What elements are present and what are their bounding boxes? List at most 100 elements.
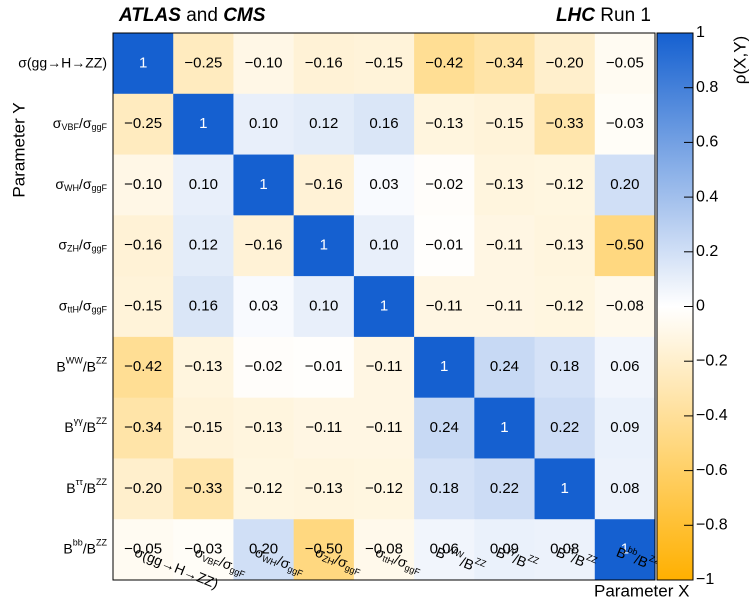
cell <box>113 458 174 520</box>
cell-label: −0.11 <box>486 237 523 254</box>
label-part: σ <box>58 236 67 252</box>
colorbar-tick-label: 0 <box>696 298 705 315</box>
cell-label: −0.25 <box>124 115 162 132</box>
cell-label: −0.34 <box>485 54 523 71</box>
label-part: /B <box>569 550 587 570</box>
cell-label: 0.12 <box>189 237 218 254</box>
cell <box>474 33 536 95</box>
cell-label: 1 <box>440 358 448 375</box>
cell <box>474 93 536 156</box>
cell <box>594 33 656 95</box>
cell <box>534 397 596 459</box>
cell-label: −0.11 <box>366 358 403 375</box>
cell-label: −0.12 <box>245 480 283 497</box>
cell-label: −0.15 <box>485 115 523 132</box>
cell <box>233 519 295 581</box>
cell-label: −0.15 <box>184 419 222 436</box>
cell <box>534 215 596 277</box>
cell-label: 0.22 <box>550 419 579 436</box>
cell <box>414 215 475 277</box>
cell-label: −0.34 <box>124 419 162 436</box>
cell <box>594 336 656 399</box>
plot-frame <box>112 32 656 581</box>
title-part: ATLAS <box>118 5 181 26</box>
cell <box>353 215 415 277</box>
label-part: ZZ <box>96 356 107 366</box>
label-part: ggF <box>91 305 107 315</box>
cell-label: −0.11 <box>486 297 523 314</box>
cell <box>113 93 174 156</box>
cell-label: −0.03 <box>606 115 644 132</box>
title: ATLAS and CMS <box>118 5 266 26</box>
cell <box>293 215 355 277</box>
cell-label: −0.13 <box>546 237 584 254</box>
cell <box>233 215 295 277</box>
cell <box>534 336 596 399</box>
cell-label: −0.01 <box>305 358 343 375</box>
tick-label: Bττ/BZZ <box>66 477 107 495</box>
cell-label: 0.10 <box>249 115 278 132</box>
cell-label: 0.24 <box>430 419 459 436</box>
cell <box>474 276 536 338</box>
cell <box>534 33 596 95</box>
cell-label: −0.13 <box>425 115 463 132</box>
cell-label: 0.03 <box>249 297 278 314</box>
label-part: /B <box>83 419 96 435</box>
label-part: /σ <box>275 552 293 572</box>
cell <box>353 458 415 520</box>
label-part: WH <box>64 183 79 193</box>
cell <box>353 154 415 216</box>
label-part: ZZ <box>474 556 488 570</box>
cell-label: −0.42 <box>124 358 162 375</box>
cell <box>474 458 536 520</box>
cell-label: 1 <box>139 54 147 71</box>
cell-label: −0.33 <box>546 115 584 132</box>
cell-label: 1 <box>259 176 267 193</box>
title-part: CMS <box>223 5 266 26</box>
tick-label: Bττ/BZZ <box>554 541 599 573</box>
cell <box>113 276 174 338</box>
cell-label: −0.02 <box>245 358 283 375</box>
cell-label: 1 <box>621 541 629 558</box>
label-part: /σ <box>392 551 410 571</box>
cell-label: −0.08 <box>606 297 644 314</box>
label-part: γγ <box>506 545 519 558</box>
cell <box>173 93 234 156</box>
colorbar-tick-label: 0.4 <box>696 188 718 205</box>
title-part: and <box>181 5 223 26</box>
tick-label: σWH/σggF <box>252 543 307 579</box>
label-part: /B <box>83 480 96 496</box>
label-part: /B <box>83 540 96 556</box>
cell <box>594 458 656 520</box>
label-part: /σ <box>79 115 92 131</box>
label-part: B <box>63 540 72 556</box>
cell <box>414 397 475 459</box>
cell <box>414 154 475 216</box>
cell <box>233 336 295 399</box>
cell <box>233 458 295 520</box>
cell <box>534 519 596 581</box>
label-part: bb <box>73 538 83 548</box>
colorbar-tick-label: 1 <box>696 24 705 41</box>
cell <box>293 276 355 338</box>
cell <box>173 397 234 459</box>
cell-label: −0.42 <box>425 54 463 71</box>
cell <box>353 336 415 399</box>
label-part: /B <box>83 358 96 374</box>
cell <box>233 276 295 338</box>
cell <box>474 336 536 399</box>
cell-label: 0.10 <box>369 237 398 254</box>
tick-label: BWW/BZZ <box>56 356 107 374</box>
cell <box>353 93 415 156</box>
label-part: /σ <box>79 236 92 252</box>
cell-label: 1 <box>500 419 508 436</box>
cell-label: −0.50 <box>305 541 343 558</box>
cell-label: −0.20 <box>546 54 584 71</box>
cell <box>353 519 415 581</box>
label-part: ZH <box>67 244 79 254</box>
cell-label: 0.10 <box>189 176 218 193</box>
colorbar-tick-label: 0.2 <box>696 243 718 260</box>
label-part: /B <box>458 553 476 573</box>
cell-label: 0.09 <box>610 419 639 436</box>
cell-label: 1 <box>320 237 328 254</box>
